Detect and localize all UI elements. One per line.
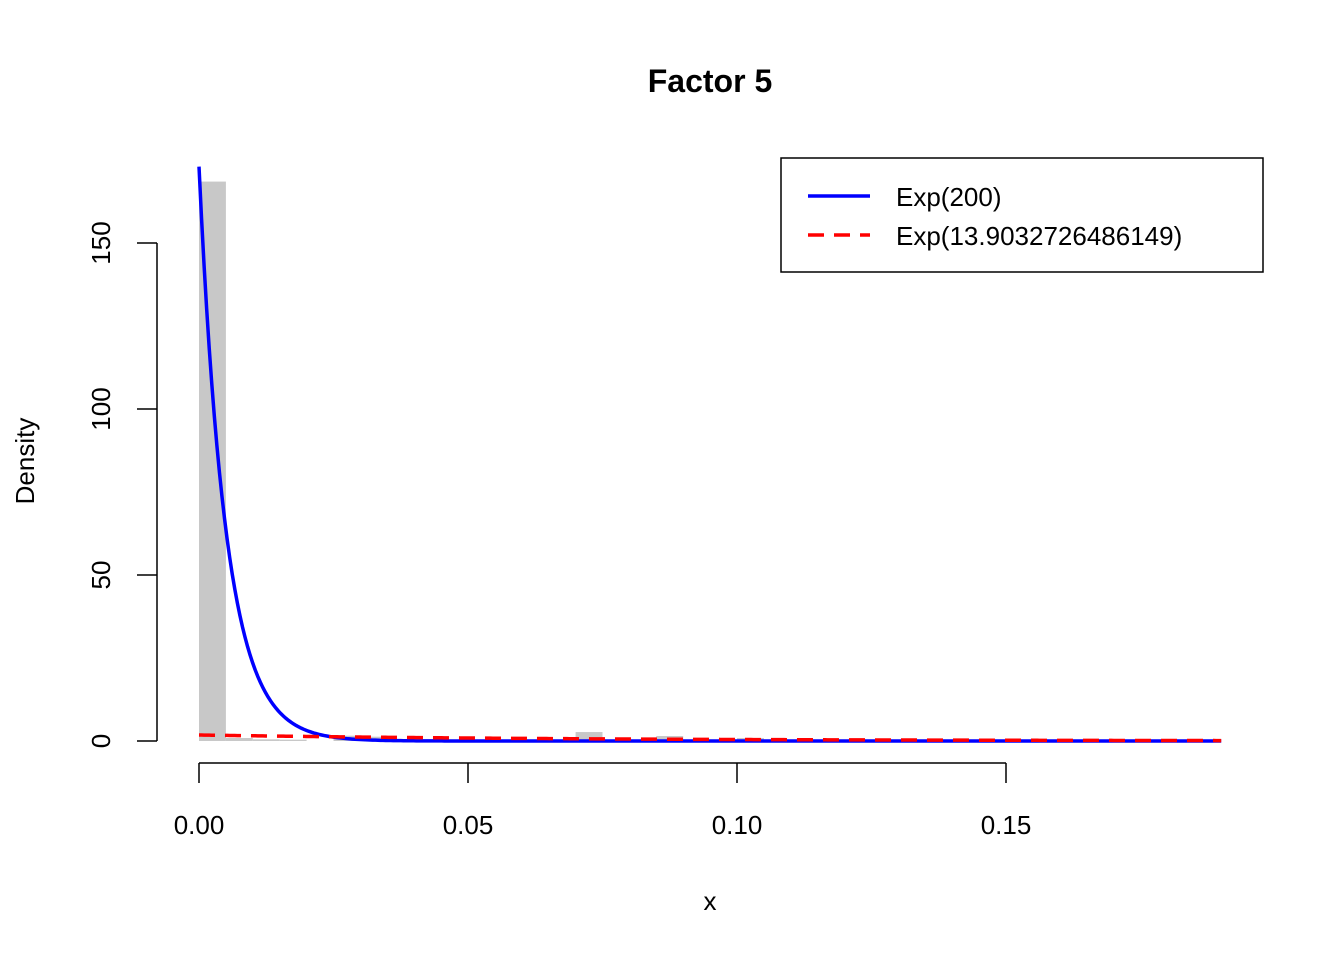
histogram-bar-2: [252, 739, 280, 741]
density-curves: [197, 166, 1222, 743]
histogram-bar-3: [279, 739, 307, 741]
x-tick-label-0: 0.00: [174, 810, 225, 840]
x-tick-label-2: 0.10: [712, 810, 763, 840]
chart-title: Factor 5: [648, 63, 772, 99]
x-tick-label-3: 0.15: [981, 810, 1032, 840]
x-tick-label-1: 0.05: [443, 810, 494, 840]
x-axis-label: x: [704, 886, 717, 916]
x-axis: 0.00 0.05 0.10 0.15: [174, 762, 1032, 840]
y-tick-label-0: 0: [86, 734, 116, 748]
density-curve-0: [197, 166, 1222, 743]
legend-entry-exp-fitted: Exp(13.9032726486149): [896, 221, 1182, 251]
y-tick-label-3: 150: [86, 221, 116, 264]
y-axis-label: Density: [10, 418, 40, 505]
histogram-bar-6: [575, 732, 603, 741]
y-axis: 0 50 100 150: [86, 221, 158, 748]
y-tick-label-1: 50: [86, 561, 116, 590]
legend-box: [780, 157, 1264, 273]
legend-entry-exp-200: Exp(200): [896, 182, 1002, 212]
density-curve-1: [198, 733, 1222, 743]
histogram-bar-1: [225, 738, 253, 741]
legend: Exp(200) Exp(13.9032726486149): [780, 157, 1264, 273]
y-tick-label-2: 100: [86, 387, 116, 430]
